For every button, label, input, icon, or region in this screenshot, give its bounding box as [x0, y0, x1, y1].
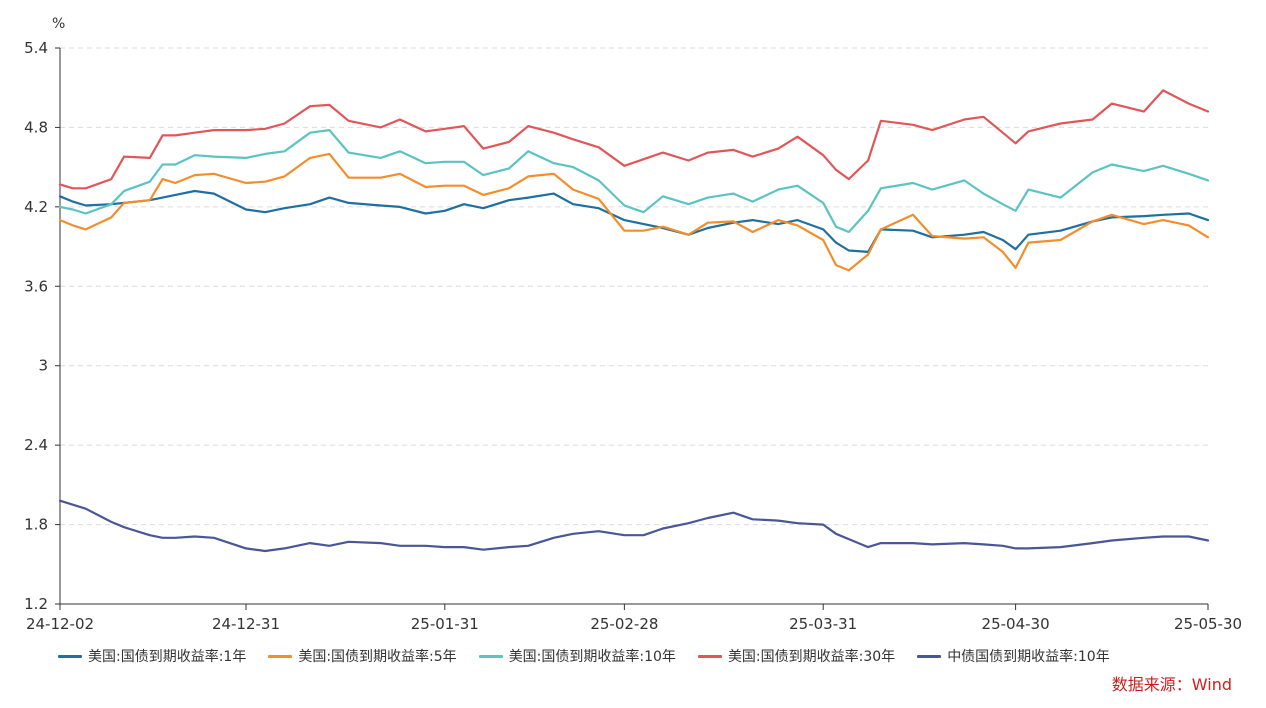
legend-swatch [697, 654, 722, 658]
legend-swatch [478, 654, 503, 658]
legend-item[interactable]: 美国:国债到期收益率:1年 [58, 646, 246, 666]
series-lines [58, 89, 1210, 553]
y-unit-label: % [52, 16, 65, 32]
source-label: 数据来源：Wind [1111, 675, 1232, 694]
series-line [58, 89, 1210, 190]
line-chart: % 1.2 1.8 2.4 3 3.6 4.2 4.8 5.4 24-12-02 24-12-3… [24, 16, 1242, 633]
x-tick-label: 25-02-28 [590, 615, 658, 633]
grid-lines [60, 47, 1208, 526]
axes: % [52, 16, 1208, 605]
legend-item[interactable]: 中债国债到期收益率:10年 [917, 646, 1110, 666]
series-line [58, 499, 1210, 553]
series-line [58, 129, 1210, 234]
legend-swatch [268, 654, 293, 658]
x-tick-label: 25-01-31 [411, 615, 479, 633]
legend-swatch [917, 654, 942, 658]
y-tick-label: 4.8 [24, 118, 48, 136]
legend-label: 中债国债到期收益率:10年 [947, 649, 1110, 665]
legend-item[interactable]: 美国:国债到期收益率:5年 [268, 646, 457, 666]
legend: 美国:国债到期收益率:1年 美国:国债到期收益率:5年 美国:国债到期收益率:1… [58, 646, 1110, 666]
x-tick-label: 25-04-30 [982, 615, 1050, 633]
x-tick-label: 25-03-31 [789, 615, 857, 633]
legend-swatch [58, 654, 82, 658]
y-tick-label: 2.4 [24, 436, 48, 454]
legend-label: 美国:国债到期收益率:30年 [727, 649, 896, 665]
legend-item[interactable]: 美国:国债到期收益率:10年 [478, 646, 676, 666]
legend-label: 美国:国债到期收益率:1年 [88, 649, 247, 665]
y-tick-label: 3.6 [24, 277, 48, 295]
legend-item[interactable]: 美国:国债到期收益率:30年 [697, 646, 896, 666]
x-tick-label: 24-12-31 [212, 615, 280, 633]
legend-label: 美国:国债到期收益率:5年 [298, 649, 457, 665]
x-ticks: 24-12-02 24-12-31 25-01-31 25-02-28 25-03-31… [26, 604, 1242, 633]
x-tick-label: 25-05-30 [1174, 615, 1242, 633]
y-tick-label: 3 [38, 357, 48, 375]
series-line [58, 189, 1210, 253]
y-tick-label: 5.4 [24, 39, 48, 57]
y-tick-label: 1.2 [24, 595, 48, 613]
y-tick-label: 4.2 [24, 198, 48, 216]
legend-label: 美国:国债到期收益率:10年 [508, 649, 676, 665]
y-tick-label: 1.8 [24, 516, 48, 534]
y-ticks: 1.2 1.8 2.4 3 3.6 4.2 4.8 5.4 [24, 39, 60, 613]
series-line [58, 152, 1210, 272]
x-tick-label: 24-12-02 [26, 615, 94, 633]
